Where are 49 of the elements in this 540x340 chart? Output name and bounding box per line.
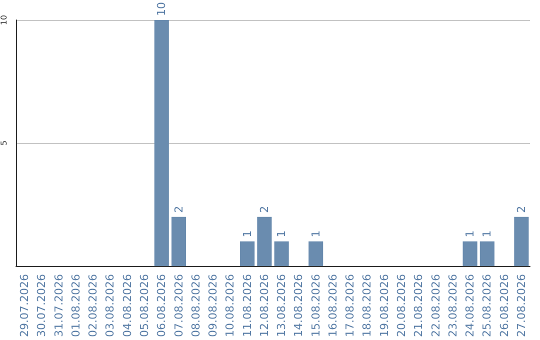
- x-tick-label: 05.08.2026: [138, 274, 151, 338]
- x-tick-label: 16.08.2026: [326, 274, 340, 338]
- x-tick-label: 03.08.2026: [104, 274, 117, 338]
- x-tick-label: 08.08.2026: [189, 274, 202, 338]
- x-tick-label: 17.08.2026: [344, 274, 357, 338]
- data-label: 1: [464, 230, 477, 238]
- x-tick-label: 20.08.2026: [395, 274, 408, 338]
- bar: [274, 241, 289, 266]
- x-tick-label: 01.08.2026: [69, 274, 82, 338]
- x-tick-label: 25.08.2026: [480, 274, 494, 338]
- bar: [514, 216, 529, 266]
- data-label: 1: [240, 230, 254, 238]
- bar: [257, 216, 272, 266]
- x-tick-label: 07.08.2026: [172, 274, 186, 338]
- bar: [462, 241, 478, 266]
- x-tick-label: 13.08.2026: [275, 274, 288, 338]
- x-tick-label: 06.08.2026: [155, 274, 168, 338]
- data-label: 2: [172, 206, 186, 213]
- data-label: 2: [258, 206, 271, 213]
- bar: [240, 241, 255, 266]
- x-tick-label: 23.08.2026: [446, 274, 460, 338]
- x-tick-label: 21.08.2026: [412, 274, 426, 338]
- data-label: 2: [514, 206, 528, 213]
- x-tick-label: 14.08.2026: [292, 274, 306, 338]
- data-label: 1: [275, 230, 288, 238]
- x-tick-label: 31.07.2026: [52, 274, 66, 338]
- x-tick-label: 24.08.2026: [464, 274, 477, 338]
- x-tick-label: 27.08.2026: [514, 274, 528, 338]
- bar: [308, 241, 324, 266]
- x-tick-label: 11.08.2026: [240, 274, 254, 338]
- x-tick-label: 18.08.2026: [360, 274, 374, 338]
- data-label: 10: [155, 2, 168, 16]
- x-tick-label: 29.07.2026: [18, 274, 32, 338]
- x-tick-label: 22.08.2026: [429, 274, 442, 338]
- x-tick-label: 09.08.2026: [206, 274, 220, 338]
- x-tick-label: 10.08.2026: [224, 274, 237, 338]
- x-tick-label: 30.07.2026: [35, 274, 48, 338]
- x-tick-label: 15.08.2026: [309, 274, 322, 338]
- bar: [171, 216, 186, 266]
- bar: [154, 20, 169, 266]
- x-tick-label: 02.08.2026: [86, 274, 100, 338]
- bar: [480, 241, 494, 266]
- x-tick-label: 04.08.2026: [120, 274, 134, 338]
- y-tick-label: 5: [0, 140, 8, 146]
- data-label: 1: [480, 230, 494, 238]
- x-tick-label: 12.08.2026: [258, 274, 271, 338]
- x-tick-label: 26.08.2026: [498, 274, 511, 338]
- x-tick-label: 19.08.2026: [378, 274, 391, 338]
- data-label: 1: [309, 230, 322, 238]
